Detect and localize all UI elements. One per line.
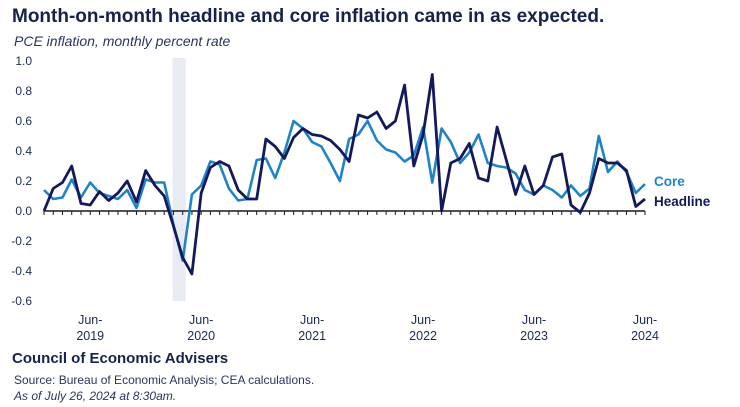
y-tick-label: 0.2 bbox=[15, 174, 32, 188]
series-label-core: Core bbox=[654, 174, 685, 189]
y-tick-label: 0.6 bbox=[15, 114, 32, 128]
series-label-headline: Headline bbox=[654, 194, 711, 209]
y-tick-label: 1.0 bbox=[15, 54, 32, 68]
x-tick-label: Jun-2020 bbox=[187, 313, 215, 343]
y-tick-label: -0.4 bbox=[11, 264, 32, 278]
y-tick-label: 0.8 bbox=[15, 84, 32, 98]
y-tick-label: 0.4 bbox=[15, 144, 32, 158]
line-chart: 1.00.80.60.40.20.0-0.2-0.4-0.6 Jun-2019J… bbox=[11, 54, 711, 343]
x-tick-label: Jun-2021 bbox=[298, 313, 326, 343]
y-tick-label: -0.2 bbox=[11, 234, 32, 248]
recession-shade bbox=[172, 58, 186, 301]
source-note: Source: Bureau of Economic Analysis; CEA… bbox=[14, 373, 315, 387]
series-lines bbox=[42, 73, 646, 276]
y-axis: 1.0 0.8 0.6 0.4 0.2 0.0 -0.2 -0.4 -0.6 bbox=[11, 54, 32, 308]
series-line-core bbox=[43, 119, 646, 262]
y-tick-label: 0.0 bbox=[15, 204, 32, 218]
x-tick-label: Jun-2024 bbox=[631, 313, 659, 343]
x-tick-label: Jun-2023 bbox=[520, 313, 548, 343]
y-tick-label: -0.6 bbox=[11, 294, 32, 308]
series-line-headline bbox=[42, 73, 646, 276]
x-tick-label: Jun-2019 bbox=[76, 313, 104, 343]
organization-name: Council of Economic Advisers bbox=[12, 350, 229, 367]
chart-title: Month-on-month headline and core inflati… bbox=[12, 6, 605, 27]
x-tick-label: Jun-2022 bbox=[409, 313, 437, 343]
series-labels: Core Headline bbox=[654, 174, 711, 209]
x-axis: Jun-2019 Jun-2020 Jun-2021 Jun-2022 Jun-2023… bbox=[43, 210, 659, 343]
chart-subtitle: PCE inflation, monthly percent rate bbox=[14, 33, 231, 49]
as-of-note: As of July 26, 2024 at 8:30am. bbox=[14, 389, 177, 403]
